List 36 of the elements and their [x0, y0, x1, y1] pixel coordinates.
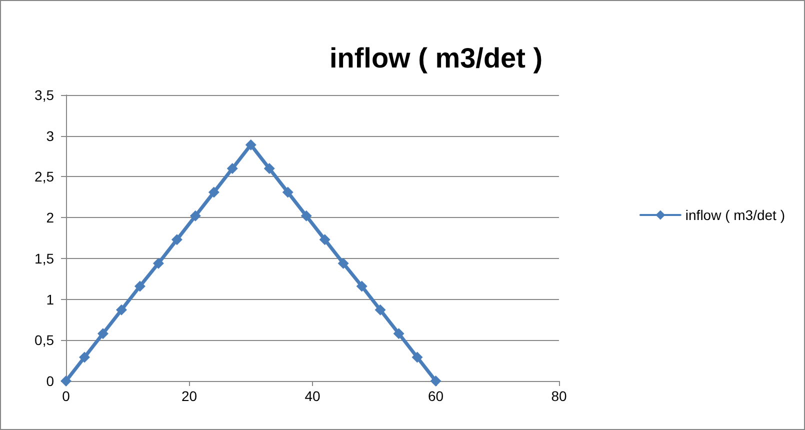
point	[374, 304, 386, 316]
point	[208, 186, 220, 198]
point	[300, 210, 312, 222]
point	[152, 258, 164, 269]
point	[60, 376, 72, 386]
x-tick-label: 40	[304, 388, 320, 404]
point	[171, 234, 182, 246]
y-tick-label: 1,5	[34, 250, 54, 266]
y-tick-label: 1	[46, 291, 54, 308]
point	[319, 234, 330, 246]
point	[264, 163, 275, 174]
y-tick-label: 3,5	[34, 87, 54, 103]
point	[282, 186, 294, 198]
point	[97, 328, 108, 340]
chart-title: inflow ( m3/det )	[329, 42, 543, 74]
point	[412, 352, 423, 363]
point	[134, 280, 146, 292]
point	[116, 304, 127, 316]
point	[245, 139, 256, 150]
x-tick-label: 80	[551, 388, 567, 404]
point	[430, 376, 442, 386]
point	[226, 163, 238, 174]
x-tick-label: 60	[428, 388, 444, 404]
x-tick-label: 20	[181, 388, 198, 404]
x-tick-label: 0	[62, 388, 70, 404]
y-tick-label: 0	[46, 373, 54, 389]
point	[338, 258, 349, 269]
y-tick-label: 2	[46, 210, 54, 226]
y-tick-label: 2,5	[34, 168, 54, 185]
legend-label: inflow ( m3/det )	[685, 207, 786, 223]
point	[190, 210, 201, 222]
point	[393, 328, 404, 340]
y-tick-label: 3	[46, 128, 54, 144]
point	[356, 280, 368, 292]
y-tick-label: 0,5	[34, 332, 54, 348]
point	[78, 352, 90, 363]
